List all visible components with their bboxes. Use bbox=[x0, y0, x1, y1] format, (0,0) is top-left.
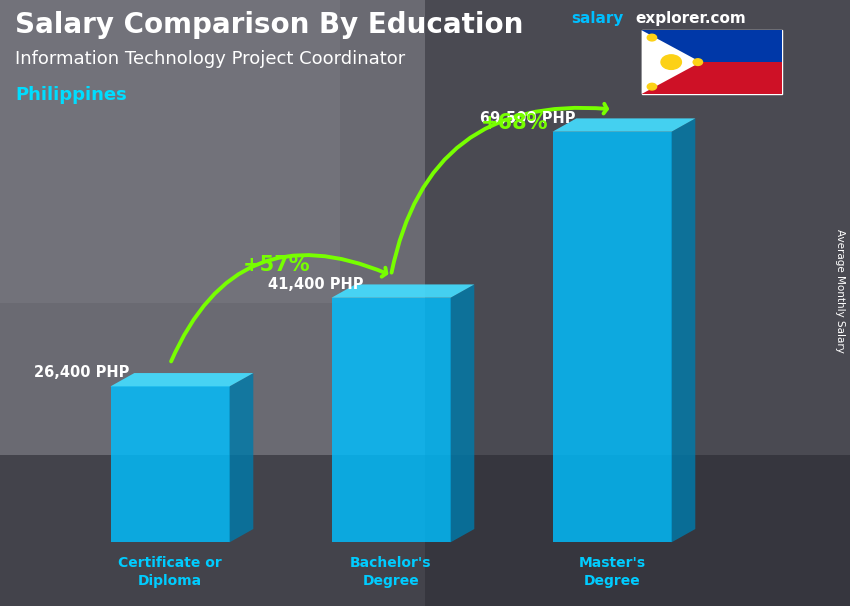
Text: Salary Comparison By Education: Salary Comparison By Education bbox=[15, 11, 524, 39]
Polygon shape bbox=[0, 0, 425, 606]
Text: 41,400 PHP: 41,400 PHP bbox=[268, 277, 363, 291]
Polygon shape bbox=[230, 373, 253, 542]
Bar bbox=[642, 30, 782, 62]
Text: +57%: +57% bbox=[242, 255, 310, 275]
Polygon shape bbox=[110, 387, 230, 542]
Text: 26,400 PHP: 26,400 PHP bbox=[34, 365, 129, 381]
Bar bbox=[642, 62, 782, 94]
Text: Philippines: Philippines bbox=[15, 86, 127, 104]
Text: Average Monthly Salary: Average Monthly Salary bbox=[835, 229, 845, 353]
Circle shape bbox=[648, 34, 656, 41]
Text: salary: salary bbox=[571, 11, 624, 26]
Polygon shape bbox=[672, 118, 695, 542]
Circle shape bbox=[661, 55, 682, 70]
Circle shape bbox=[693, 59, 702, 65]
Text: explorer.com: explorer.com bbox=[636, 11, 746, 26]
Polygon shape bbox=[552, 132, 672, 542]
Polygon shape bbox=[450, 284, 474, 542]
Polygon shape bbox=[552, 118, 695, 132]
Polygon shape bbox=[332, 284, 474, 298]
Text: +68%: +68% bbox=[480, 113, 548, 133]
Circle shape bbox=[648, 84, 656, 90]
Text: Certificate or
Diploma: Certificate or Diploma bbox=[118, 556, 222, 588]
Bar bbox=[642, 30, 782, 94]
Polygon shape bbox=[0, 0, 340, 303]
Polygon shape bbox=[110, 373, 253, 387]
Polygon shape bbox=[642, 30, 700, 94]
Polygon shape bbox=[0, 454, 850, 606]
Text: Information Technology Project Coordinator: Information Technology Project Coordinat… bbox=[15, 50, 405, 68]
Text: Master's
Degree: Master's Degree bbox=[579, 556, 645, 588]
Text: Bachelor's
Degree: Bachelor's Degree bbox=[350, 556, 432, 588]
Polygon shape bbox=[332, 298, 450, 542]
Text: 69,500 PHP: 69,500 PHP bbox=[480, 111, 575, 125]
Polygon shape bbox=[425, 0, 850, 606]
